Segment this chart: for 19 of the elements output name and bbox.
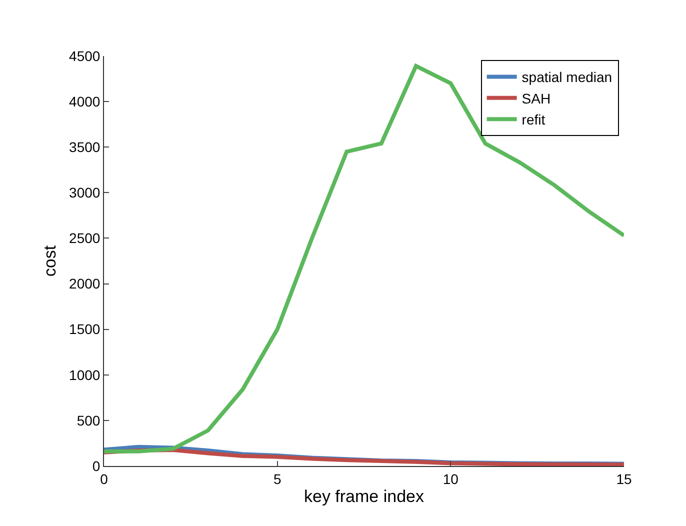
x-axis-title: key frame index — [304, 487, 424, 506]
y-tick-label: 2500 — [69, 230, 100, 246]
y-axis-title: cost — [40, 245, 60, 277]
line-series — [104, 64, 624, 454]
y-tick-label: 3500 — [69, 139, 100, 156]
x-tick-label: 10 — [442, 470, 459, 487]
y-tick-label: 500 — [76, 412, 100, 428]
x-tick-label: 5 — [273, 470, 282, 487]
y-tick-label: 2000 — [69, 276, 100, 292]
x-tick-label: 15 — [616, 470, 632, 487]
legend-label: refit — [522, 112, 546, 128]
y-tick-label: 0 — [92, 458, 100, 474]
y-tick-label: 4000 — [69, 93, 100, 110]
legend-label: spatial median — [522, 69, 612, 86]
legend-label: SAH — [522, 90, 551, 106]
y-tick-label: 4500 — [69, 48, 100, 64]
y-tick-label: 1500 — [69, 321, 100, 338]
y-tick-label: 3000 — [69, 184, 100, 201]
y-tick-label: 1000 — [69, 366, 100, 383]
